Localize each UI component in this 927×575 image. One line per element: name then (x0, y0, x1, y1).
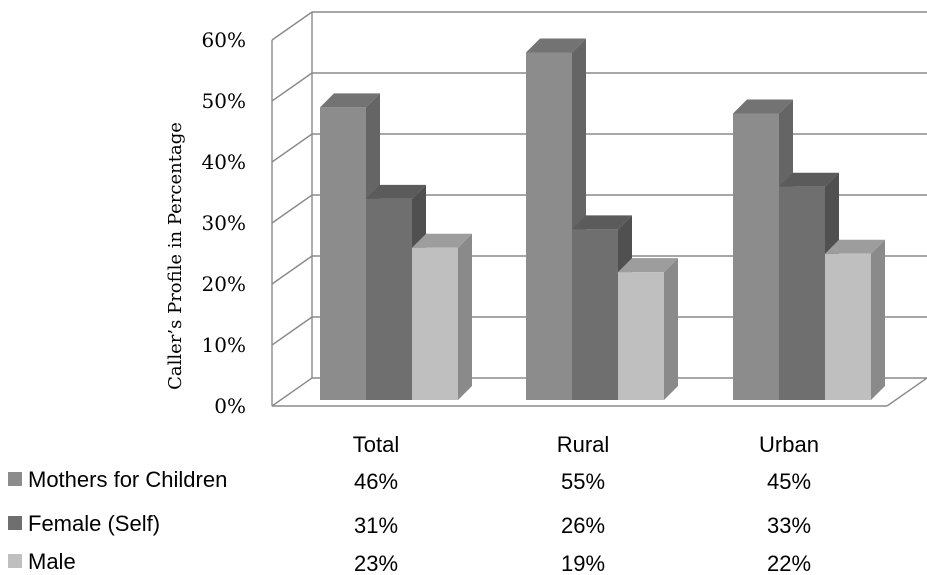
floor-right-edge (887, 378, 927, 406)
data-table-value: 26% (561, 513, 605, 538)
legend-series-name: Male (28, 549, 76, 574)
y-axis-label: Caller’s Profile in Percentage (165, 122, 186, 390)
grid-slant (272, 73, 312, 101)
legend-series-name: Female (Self) (28, 511, 160, 536)
bar-front (572, 229, 618, 400)
bars (320, 39, 885, 401)
grid-slant (272, 134, 312, 162)
legend-swatch (8, 554, 22, 568)
grid-slant (272, 195, 312, 223)
data-table-value: 23% (354, 551, 398, 575)
bar-side (871, 240, 885, 400)
bar-front (320, 107, 366, 400)
data-table-value: 33% (767, 513, 811, 538)
legend-swatch (8, 516, 22, 530)
bar-side (664, 258, 678, 400)
data-table-value: 46% (354, 469, 398, 494)
category-label: Total (353, 432, 399, 457)
grid-slant (272, 256, 312, 284)
data-table: Mothers for Children 46% 55% 45% Female (Sel… (8, 467, 811, 575)
y-axis: 0% 10% 20% 30% 40% 50% 60% (202, 28, 272, 418)
legend-swatch (8, 472, 22, 486)
bar-front (779, 187, 825, 400)
bar-front (366, 199, 412, 400)
bar-urban-2 (825, 240, 885, 400)
grid-slant (272, 12, 312, 40)
bar-rural-2 (618, 258, 678, 400)
bar-side (458, 234, 472, 400)
legend-series-name: Mothers for Children (28, 467, 227, 492)
bar-front (618, 272, 664, 400)
bar-front (526, 53, 572, 401)
y-tick-label: 20% (202, 272, 246, 296)
data-table-value: 45% (767, 469, 811, 494)
bar-front (412, 248, 458, 400)
y-tick-label: 50% (202, 89, 246, 113)
category-label: Rural (557, 432, 610, 457)
category-labels: Total Rural Urban (353, 432, 819, 457)
bar-front (733, 114, 779, 401)
y-tick-label: 60% (202, 28, 246, 52)
grid-slant (272, 317, 312, 345)
y-tick-label: 10% (202, 333, 246, 357)
y-tick-label: 0% (214, 394, 246, 418)
bar-total-2 (412, 234, 472, 400)
data-table-value: 22% (767, 551, 811, 575)
category-label: Urban (759, 432, 819, 457)
bar-front (825, 254, 871, 400)
y-tick-label: 30% (202, 211, 246, 235)
data-table-value: 55% (561, 469, 605, 494)
grid-slant (272, 378, 312, 406)
data-table-value: 31% (354, 513, 398, 538)
data-table-value: 19% (561, 551, 605, 575)
y-tick-label: 40% (202, 150, 246, 174)
